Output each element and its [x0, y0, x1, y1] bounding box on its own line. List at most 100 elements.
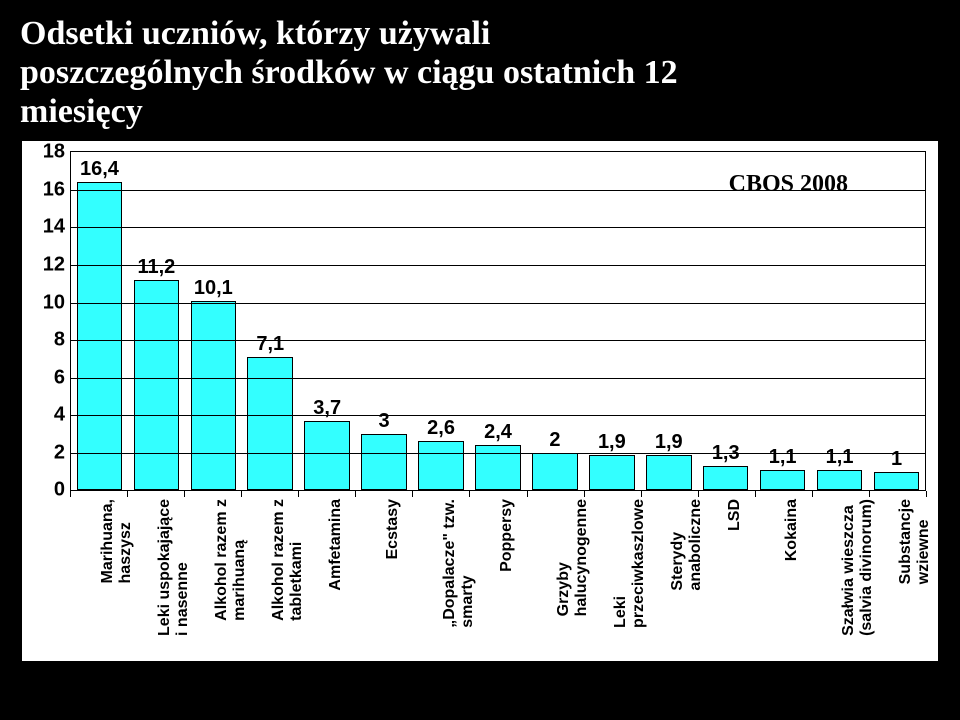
bar: 10,1	[191, 301, 237, 491]
bar: 1,3	[703, 466, 749, 490]
bar-value-label: 2	[549, 429, 560, 452]
x-axis-label: Poppersy	[498, 499, 516, 572]
x-tick-mark	[469, 491, 470, 497]
x-tick-mark	[241, 491, 242, 497]
x-tick-column: Grzybyhalucynogenne	[527, 491, 584, 661]
grid-line	[71, 415, 925, 416]
x-tick-column: Alkohol razem zmarihuaną	[184, 491, 241, 661]
x-tick-mark	[127, 491, 128, 497]
x-tick-column: Leki uspokajającei nasenne	[127, 491, 184, 661]
y-tick-label: 18	[43, 141, 71, 164]
bar-column: 3,7	[299, 152, 356, 490]
bar-value-label: 1,9	[598, 431, 626, 454]
bars-layer: 16,411,210,17,13,732,62,421,91,91,31,11,…	[71, 152, 925, 490]
bar-value-label: 10,1	[194, 277, 233, 300]
bar: 1,9	[646, 455, 692, 491]
x-axis-label: Kokaina	[783, 499, 801, 561]
x-tick-column: Sterydyanaboliczne	[641, 491, 698, 661]
bar-column: 11,2	[128, 152, 185, 490]
y-tick-label: 10	[43, 291, 71, 314]
bar: 1	[874, 472, 920, 491]
y-tick-label: 8	[54, 329, 71, 352]
bar-column: 10,1	[185, 152, 242, 490]
x-tick-mark	[812, 491, 813, 497]
y-tick-label: 12	[43, 253, 71, 276]
x-axis-label: Amfetamina	[327, 499, 345, 591]
bar: 2	[532, 453, 578, 491]
bar-value-label: 3	[379, 410, 390, 433]
chart-container: CBOS 2008 16,411,210,17,13,732,62,421,91…	[22, 141, 938, 661]
y-tick-label: 16	[43, 178, 71, 201]
y-tick-label: 4	[54, 404, 71, 427]
x-tick-column: Marihuana,haszysz	[70, 491, 127, 661]
grid-line	[71, 190, 925, 191]
grid-line	[71, 453, 925, 454]
grid-line	[71, 227, 925, 228]
x-tick-mark	[926, 491, 927, 497]
x-axis-label: Ecstasy	[384, 499, 402, 560]
x-tick-column: Lekiprzeciwkaszlowe	[584, 491, 641, 661]
x-tick-mark	[641, 491, 642, 497]
bar: 3,7	[304, 421, 350, 490]
bar-value-label: 11,2	[137, 256, 175, 279]
x-tick-mark	[755, 491, 756, 497]
bar-column: 2,6	[413, 152, 470, 490]
x-tick-mark	[70, 491, 71, 497]
x-tick-column: Szałwia wieszcza(salvia divinorum)	[812, 491, 869, 661]
bar-value-label: 16,4	[80, 158, 119, 181]
x-axis-label: LSD	[726, 499, 744, 531]
bar: 3	[361, 434, 407, 490]
bar: 16,4	[77, 182, 123, 490]
x-tick-column: Alkohol razem ztabletkami	[241, 491, 298, 661]
bar-column: 2	[526, 152, 583, 490]
grid-line	[71, 378, 925, 379]
bar-column: 1	[868, 152, 925, 490]
x-tick-column: LSD	[698, 491, 755, 661]
x-axis-label: Substancjewziewne	[897, 499, 933, 584]
x-tick-column: „Dopalacze" tzw.smarty	[412, 491, 469, 661]
x-tick-column: Substancjewziewne	[869, 491, 926, 661]
bar-column: 2,4	[470, 152, 527, 490]
bar-column: 1,1	[811, 152, 868, 490]
x-tick-mark	[869, 491, 870, 497]
x-tick-column: Amfetamina	[298, 491, 355, 661]
bar-column: 3	[356, 152, 413, 490]
bar: 1,9	[589, 455, 635, 491]
y-tick-label: 2	[54, 441, 71, 464]
x-tick-column: Ecstasy	[355, 491, 412, 661]
y-tick-label: 6	[54, 366, 71, 389]
bar-value-label: 7,1	[256, 333, 284, 356]
bar-column: 1,9	[640, 152, 697, 490]
x-tick-mark	[298, 491, 299, 497]
bar-value-label: 2,6	[427, 417, 455, 440]
x-tick-mark	[698, 491, 699, 497]
bar: 1,1	[817, 470, 863, 491]
x-tick-mark	[184, 491, 185, 497]
grid-line	[71, 265, 925, 266]
x-tick-column: Kokaina	[755, 491, 812, 661]
plot-area: 16,411,210,17,13,732,62,421,91,91,31,11,…	[70, 151, 926, 491]
x-axis-labels: Marihuana,haszyszLeki uspokajającei nase…	[70, 491, 926, 661]
bar-value-label: 1,1	[826, 446, 854, 469]
bar-column: 16,4	[71, 152, 128, 490]
chart-title: Odsetki uczniów, którzy używaliposzczegó…	[0, 0, 960, 141]
bar-value-label: 2,4	[484, 421, 512, 444]
bar-column: 1,3	[697, 152, 754, 490]
bar: 2,6	[418, 441, 464, 490]
bar-column: 7,1	[242, 152, 299, 490]
x-tick-mark	[412, 491, 413, 497]
bar-value-label: 3,7	[313, 397, 341, 420]
grid-line	[71, 340, 925, 341]
bar-value-label: 1,1	[769, 446, 797, 469]
x-tick-column: Poppersy	[469, 491, 526, 661]
bar: 1,1	[760, 470, 806, 491]
bar-value-label: 1,9	[655, 431, 683, 454]
bar-column: 1,9	[583, 152, 640, 490]
grid-line	[71, 303, 925, 304]
bar-column: 1,1	[754, 152, 811, 490]
bar-value-label: 1	[891, 448, 902, 471]
x-tick-mark	[355, 491, 356, 497]
y-tick-label: 0	[54, 479, 71, 502]
y-tick-label: 14	[43, 216, 71, 239]
x-tick-mark	[527, 491, 528, 497]
